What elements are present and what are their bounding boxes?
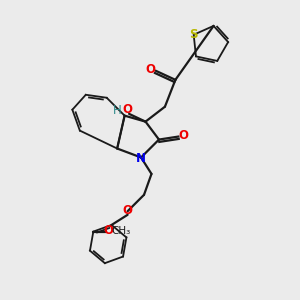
Text: CH₃: CH₃ [111,226,130,236]
Text: O: O [122,204,132,217]
Text: O: O [146,63,156,76]
Text: H: H [113,104,122,117]
Text: S: S [189,28,197,40]
Text: O: O [104,224,114,238]
Text: N: N [136,152,146,165]
Text: O: O [179,130,189,142]
Text: O: O [122,103,132,116]
